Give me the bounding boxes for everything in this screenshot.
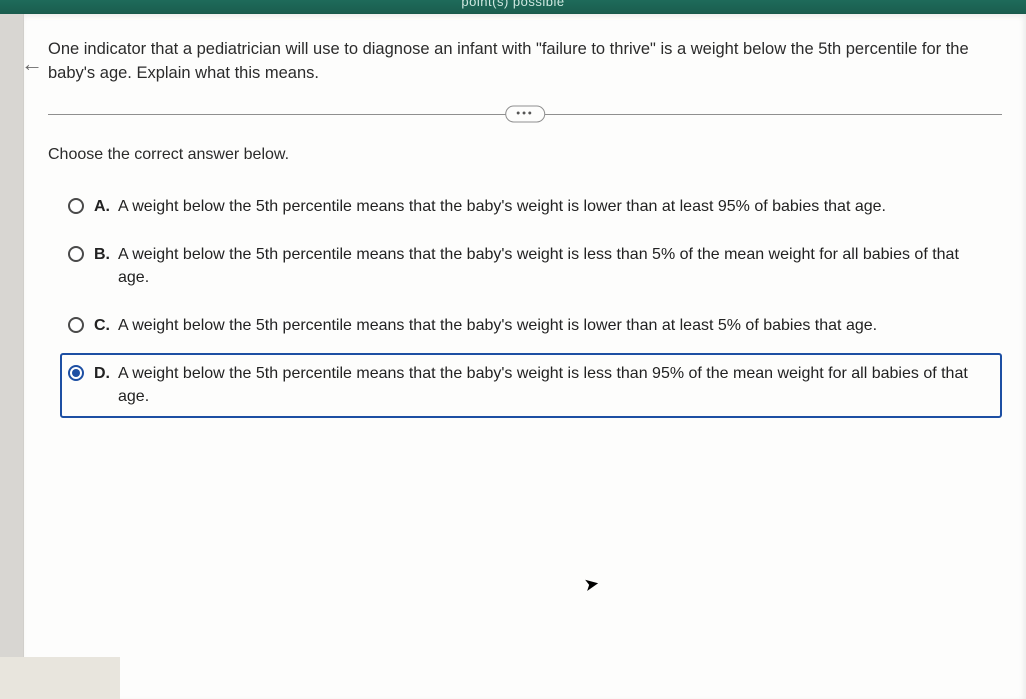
- choice-b[interactable]: B. A weight below the 5th percentile mea…: [60, 234, 1002, 299]
- choices-list: A. A weight below the 5th percentile mea…: [24, 186, 1026, 418]
- choice-text-d: A weight below the 5th percentile means …: [118, 363, 992, 408]
- choice-letter-b: B.: [94, 244, 110, 289]
- choice-letter-c: C.: [94, 315, 110, 337]
- choice-a[interactable]: A. A weight below the 5th percentile mea…: [60, 186, 1002, 228]
- choice-d[interactable]: D. A weight below the 5th percentile mea…: [60, 353, 1002, 418]
- question-panel: ← One indicator that a pediatrician will…: [24, 14, 1026, 699]
- top-bar-points-label: point(s) possible: [461, 0, 564, 9]
- choice-c[interactable]: C. A weight below the 5th percentile mea…: [60, 305, 1002, 347]
- choice-text-b: A weight below the 5th percentile means …: [118, 244, 992, 289]
- radio-b[interactable]: [68, 246, 84, 262]
- expand-pill-button[interactable]: •••: [505, 105, 545, 122]
- choice-text-a: A weight below the 5th percentile means …: [118, 196, 886, 218]
- question-prompt: One indicator that a pediatrician will u…: [24, 14, 1026, 104]
- choice-text-c: A weight below the 5th percentile means …: [118, 315, 877, 337]
- divider: •••: [48, 104, 1002, 124]
- instruction-text: Choose the correct answer below.: [24, 140, 1026, 186]
- radio-a[interactable]: [68, 198, 84, 214]
- top-bar: point(s) possible: [0, 0, 1026, 14]
- mouse-cursor-icon: ➤: [582, 573, 601, 596]
- choice-letter-d: D.: [94, 363, 110, 408]
- radio-c[interactable]: [68, 317, 84, 333]
- bottom-left-band: [0, 657, 120, 699]
- radio-d[interactable]: [68, 365, 84, 381]
- back-arrow-icon[interactable]: ←: [18, 50, 46, 78]
- choice-letter-a: A.: [94, 196, 110, 218]
